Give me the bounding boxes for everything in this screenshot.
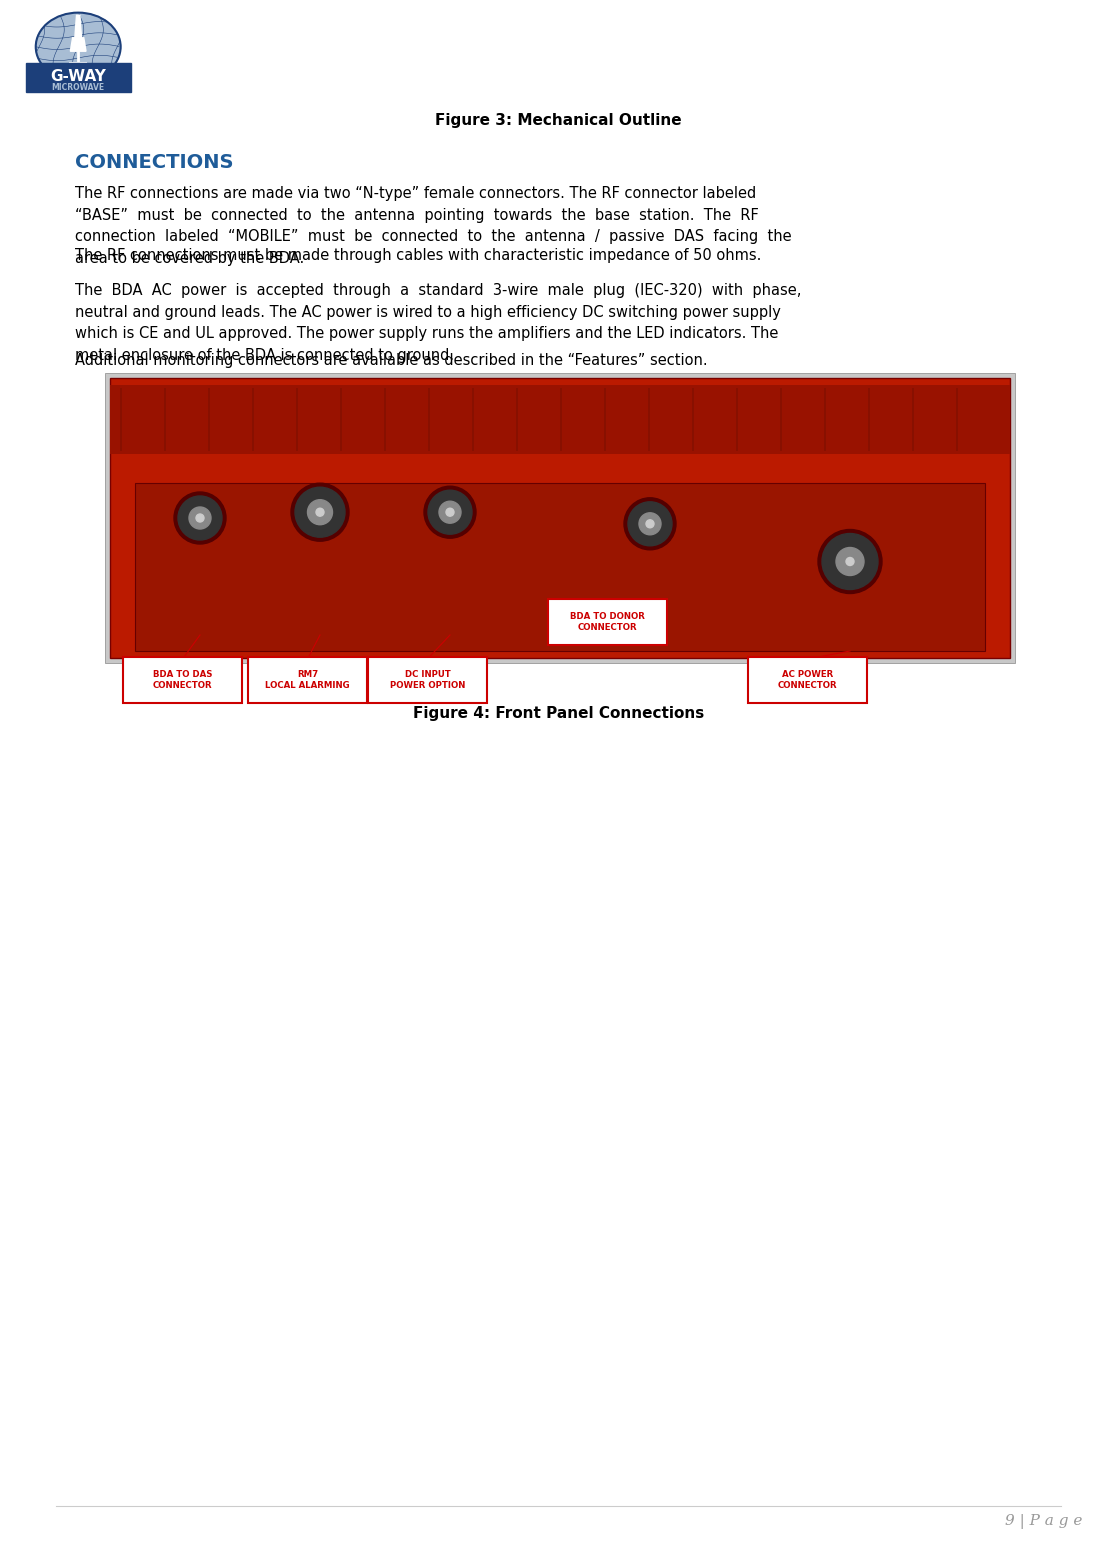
- Bar: [560, 387, 562, 452]
- Bar: [956, 387, 958, 452]
- FancyBboxPatch shape: [123, 656, 242, 703]
- Polygon shape: [75, 15, 82, 37]
- Bar: [296, 387, 298, 452]
- Circle shape: [189, 508, 211, 529]
- Text: Additional monitoring connectors are available as described in the “Features” se: Additional monitoring connectors are ava…: [75, 353, 708, 368]
- Circle shape: [628, 502, 672, 546]
- Bar: [736, 387, 738, 452]
- Bar: [693, 387, 694, 452]
- Circle shape: [639, 512, 661, 534]
- Text: 9 | P a g e: 9 | P a g e: [1004, 1514, 1082, 1529]
- Bar: [648, 387, 650, 452]
- Circle shape: [295, 488, 345, 537]
- Circle shape: [178, 495, 222, 540]
- Bar: [252, 387, 254, 452]
- Text: BDA TO DONOR
CONNECTOR: BDA TO DONOR CONNECTOR: [570, 611, 645, 632]
- Circle shape: [307, 500, 333, 525]
- Circle shape: [439, 502, 461, 523]
- Bar: [164, 387, 166, 452]
- Bar: [780, 387, 782, 452]
- FancyBboxPatch shape: [105, 373, 1015, 663]
- FancyBboxPatch shape: [109, 384, 1010, 454]
- Text: AC POWER
CONNECTOR: AC POWER CONNECTOR: [777, 670, 838, 690]
- Bar: [824, 387, 825, 452]
- Bar: [604, 387, 607, 452]
- Text: Figure 3: Mechanical Outline: Figure 3: Mechanical Outline: [436, 113, 681, 128]
- Circle shape: [292, 483, 349, 542]
- Bar: [208, 387, 210, 452]
- Text: The RF connections are made via two “N-type” female connectors. The RF connector: The RF connections are made via two “N-t…: [75, 186, 792, 266]
- Bar: [120, 387, 122, 452]
- Circle shape: [818, 529, 882, 593]
- Circle shape: [846, 557, 855, 565]
- Polygon shape: [70, 37, 86, 51]
- Circle shape: [424, 486, 476, 539]
- Bar: [516, 387, 518, 452]
- Bar: [911, 387, 914, 452]
- Text: G-WAY: G-WAY: [50, 68, 106, 84]
- FancyBboxPatch shape: [248, 656, 367, 703]
- Text: Figure 4: Front Panel Connections: Figure 4: Front Panel Connections: [413, 706, 704, 721]
- Text: CONNECTIONS: CONNECTIONS: [75, 153, 233, 172]
- Text: The  BDA  AC  power  is  accepted  through  a  standard  3-wire  male  plug  (IE: The BDA AC power is accepted through a s…: [75, 283, 801, 362]
- Bar: [428, 387, 430, 452]
- FancyBboxPatch shape: [548, 599, 667, 646]
- Circle shape: [174, 492, 226, 543]
- Bar: [340, 387, 342, 452]
- Circle shape: [836, 548, 865, 576]
- Text: RM7
LOCAL ALARMING: RM7 LOCAL ALARMING: [265, 670, 350, 690]
- Circle shape: [36, 12, 121, 80]
- Circle shape: [446, 508, 454, 515]
- Bar: [472, 387, 474, 452]
- Circle shape: [428, 491, 472, 534]
- Text: BDA TO DAS
CONNECTOR: BDA TO DAS CONNECTOR: [153, 670, 212, 690]
- Text: The RF connections must be made through cables with characteristic impedance of : The RF connections must be made through …: [75, 248, 762, 263]
- FancyBboxPatch shape: [26, 63, 131, 91]
- FancyBboxPatch shape: [135, 483, 985, 652]
- Bar: [384, 387, 386, 452]
- Text: DC INPUT
POWER OPTION: DC INPUT POWER OPTION: [390, 670, 465, 690]
- FancyBboxPatch shape: [367, 656, 487, 703]
- FancyBboxPatch shape: [748, 656, 867, 703]
- Circle shape: [195, 514, 204, 522]
- Circle shape: [822, 534, 878, 590]
- Circle shape: [646, 520, 653, 528]
- Circle shape: [624, 498, 676, 550]
- Bar: [868, 387, 870, 452]
- Circle shape: [316, 508, 324, 515]
- Text: MICROWAVE: MICROWAVE: [51, 82, 105, 91]
- FancyBboxPatch shape: [109, 378, 1010, 658]
